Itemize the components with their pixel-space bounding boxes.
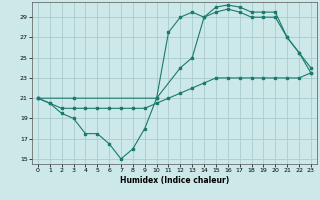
X-axis label: Humidex (Indice chaleur): Humidex (Indice chaleur) xyxy=(120,176,229,185)
